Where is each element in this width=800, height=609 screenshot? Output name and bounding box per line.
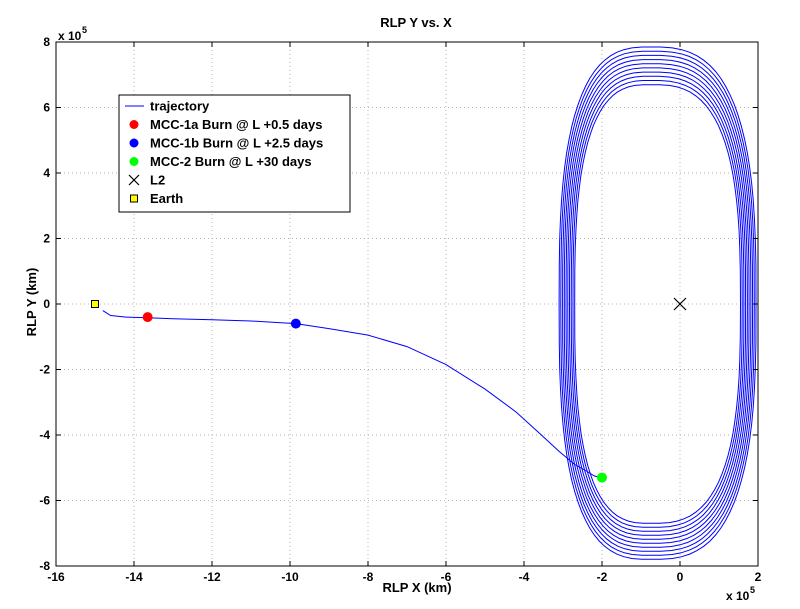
- y-tick-label: -6: [39, 494, 50, 508]
- burn-marker: [290, 318, 301, 329]
- legend-label: MCC-1b Burn @ L +2.5 days: [150, 136, 323, 151]
- transfer-trajectory: [102, 310, 602, 479]
- y-tick-label: 0: [43, 297, 50, 311]
- x-tick-label: -14: [125, 570, 143, 584]
- legend-label: L2: [150, 173, 165, 188]
- earth-marker: [91, 300, 99, 308]
- l2-marker: [673, 297, 687, 311]
- legend-dot-swatch: [129, 157, 139, 166]
- y-tick-label: 6: [43, 101, 50, 115]
- event-markers: [91, 297, 687, 483]
- legend-box: [118, 94, 351, 213]
- transfer-trajectory-line: [102, 310, 602, 479]
- legend-label: Earth: [150, 191, 183, 206]
- legend-square-swatch: [130, 194, 138, 203]
- y-tick-label: 4: [43, 166, 50, 180]
- x-tick-label: -12: [203, 570, 221, 584]
- x-axis-label: RLP X (km): [382, 580, 451, 595]
- tick-labels: -16 -14 -12 -10 -8 -6 -4 -2 0 2 -8 -6 -4 -2 0 2 4 6 8: [39, 35, 761, 584]
- y-tick-label: -8: [39, 559, 50, 573]
- y-tick-label: -2: [39, 363, 50, 377]
- x-tick-label: 0: [677, 570, 684, 584]
- y-tick-label: 8: [43, 35, 50, 49]
- x-multiplier: x 10 5: [726, 585, 755, 603]
- halo-orbit: [558, 46, 757, 560]
- halo-orbit-loop: [572, 80, 743, 528]
- x-tick-label: -2: [597, 570, 608, 584]
- legend-label: MCC-2 Burn @ L +30 days: [150, 154, 312, 169]
- burn-marker: [597, 472, 607, 483]
- y-multiplier: x 10 5: [58, 25, 87, 43]
- legend-dot-swatch: [129, 138, 139, 148]
- y-tick-label: -4: [39, 428, 50, 442]
- legend: trajectory MCC-1a Burn @ L +0.5 days MCC-1…: [118, 94, 351, 213]
- halo-orbit-loop: [558, 46, 757, 560]
- x-tick-label: -16: [47, 570, 65, 584]
- y-tick-label: 2: [43, 232, 50, 246]
- x-tick-label: -10: [281, 570, 299, 584]
- x-tick-label: -4: [519, 570, 530, 584]
- legend-dot-swatch: [129, 120, 139, 129]
- halo-orbit-loop: [567, 67, 748, 540]
- halo-orbit-loop: [563, 59, 752, 548]
- halo-orbit-loop: [568, 71, 747, 536]
- legend-label: trajectory: [150, 99, 210, 114]
- y-axis-label: RLP Y (km): [24, 268, 39, 337]
- halo-orbit-loop: [562, 54, 754, 552]
- y-multiplier-text: x 10: [58, 29, 82, 43]
- legend-x-swatch: [128, 174, 140, 186]
- x-tick-label: -8: [363, 570, 374, 584]
- x-tick-label: -6: [441, 570, 452, 584]
- y-multiplier-exponent: 5: [82, 25, 87, 35]
- x-multiplier-exponent: 5: [750, 585, 755, 595]
- halo-orbit-loop: [560, 50, 755, 556]
- legend-label: MCC-1a Burn @ L +0.5 days: [150, 117, 322, 132]
- halo-orbit-loop: [565, 63, 750, 544]
- burn-marker: [142, 312, 153, 323]
- halo-orbit-loop: [574, 84, 741, 524]
- x-tick-label: 2: [755, 570, 762, 584]
- chart-title: RLP Y vs. X: [380, 15, 452, 30]
- halo-orbit-loop: [570, 75, 745, 532]
- x-multiplier-text: x 10: [726, 589, 750, 603]
